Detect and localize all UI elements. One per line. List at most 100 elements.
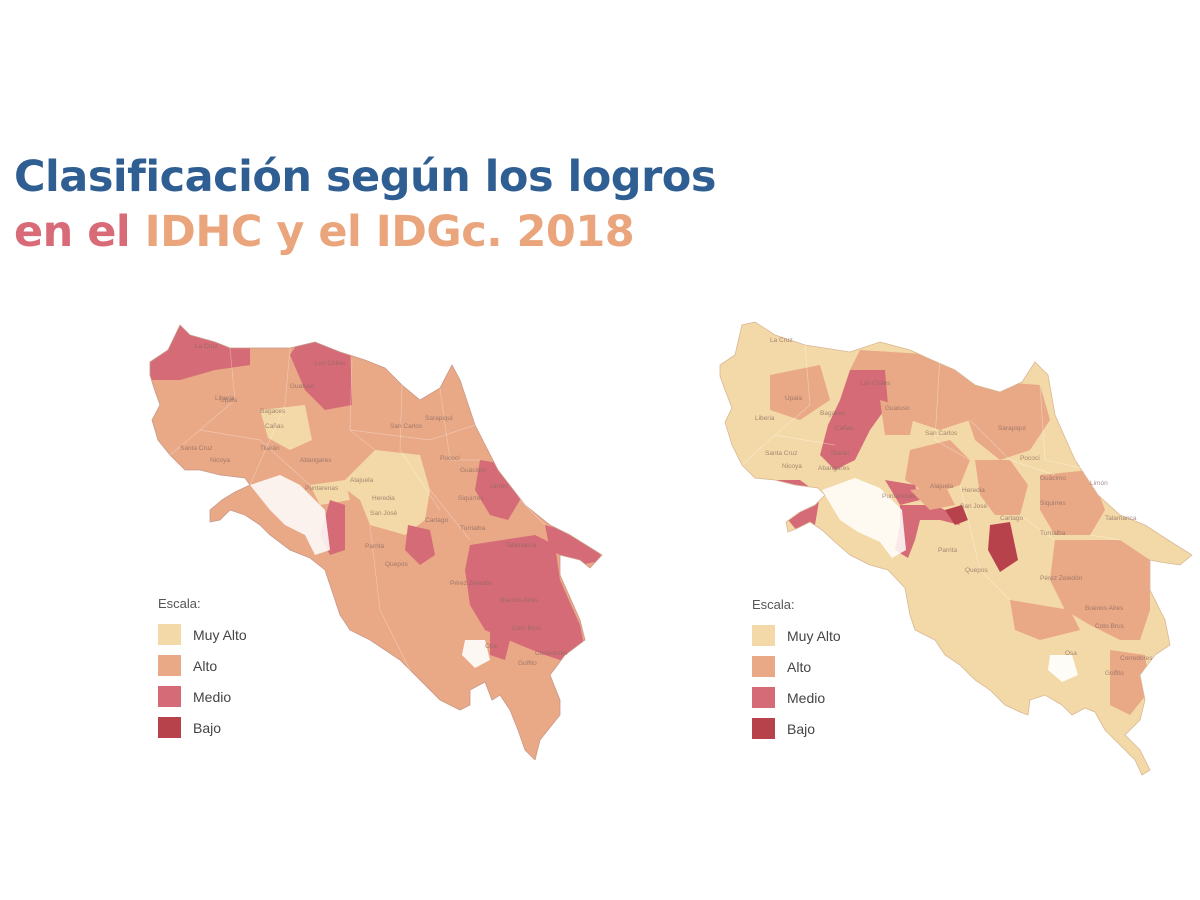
place-label: San José (370, 510, 397, 517)
legend-item-muy-alto: Muy Alto (752, 620, 841, 651)
legend-swatch (752, 625, 775, 646)
legend-item-alto: Alto (158, 650, 247, 681)
place-label: Liberia (755, 415, 775, 422)
legend-item-medio: Medio (752, 682, 841, 713)
place-label: Cañas (265, 423, 285, 430)
legend-title: Escala: (158, 596, 201, 611)
legend-item-medio: Medio (158, 681, 247, 712)
place-label: Guácimo (460, 467, 486, 474)
legend-label: Muy Alto (193, 626, 247, 643)
place-label: Abangares (818, 465, 850, 472)
place-label: La Cruz (195, 343, 218, 350)
place-label: Talamanca (505, 542, 537, 549)
place-label: Parrita (365, 543, 385, 550)
place-label: Pococí (1020, 455, 1040, 462)
place-label: Sarapiquí (425, 415, 453, 422)
region-la-cruz (810, 350, 850, 370)
canton-boundaries (741, 344, 1121, 601)
legend-swatch (752, 656, 775, 677)
place-label: Quepos (965, 567, 989, 574)
region-canas (820, 370, 888, 470)
place-label: Alajuela (930, 483, 954, 490)
region-golfito (490, 630, 510, 660)
region-corredores (1110, 650, 1150, 715)
idgc-map: La Cruz Upala Los Chiles Guatuso Cañas T… (719, 321, 1193, 776)
place-label: Cartago (1000, 515, 1024, 522)
region-canas (260, 405, 312, 450)
title-line-2-part-2: IDHC y el IDGc. 2018 (144, 207, 635, 257)
place-label: Los Chiles (315, 360, 346, 367)
map-right-labels: La Cruz Upala Los Chiles Guatuso Cañas T… (755, 337, 1153, 677)
legend-right: Escala: Muy Alto Alto Medio Bajo (752, 597, 841, 744)
region-guatuso (880, 400, 915, 435)
place-label: Heredia (372, 495, 395, 502)
region-puntarenas (895, 505, 960, 558)
place-label: San Carlos (390, 423, 423, 430)
place-label: Bagaces (260, 408, 286, 415)
place-label: Guatuso (885, 405, 910, 412)
place-label: Santa Cruz (180, 445, 213, 452)
place-label: Pococí (440, 455, 460, 462)
place-label: Turrialba (460, 525, 486, 532)
place-label: Cañas (835, 425, 855, 432)
legend-label: Alto (787, 658, 812, 675)
legend-label: Alto (193, 657, 218, 674)
legend-item-bajo: Bajo (752, 713, 841, 744)
canton-boundaries (169, 347, 546, 671)
place-label: Upala (785, 395, 802, 402)
legend-label: Bajo (787, 720, 816, 737)
place-label: Puntarenas (882, 493, 916, 500)
legend-label: Bajo (193, 719, 222, 736)
place-label: Pérez Zeledón (1040, 575, 1083, 582)
place-label: Cartago (425, 517, 449, 524)
place-label: San José (960, 503, 987, 510)
country-outline (719, 321, 1193, 776)
region-esparza (885, 480, 920, 505)
legend-swatch (158, 624, 181, 645)
place-label: Parrita (938, 547, 958, 554)
place-label: Corredores (1120, 655, 1153, 662)
place-label: Tilarán (260, 445, 280, 452)
region-alajuela (905, 440, 970, 495)
legend-swatch (752, 718, 775, 739)
place-label: Tilarán (830, 450, 850, 457)
place-label: Osa (1065, 650, 1077, 657)
region-sarapiqui (965, 380, 1050, 460)
place-label: Liberia (215, 395, 235, 402)
title-line-2-part-1: en el (14, 207, 131, 257)
place-label: Limón (490, 483, 508, 490)
golfo-dulce (462, 640, 490, 668)
place-label: Coto Brus (512, 625, 542, 632)
place-label: Siquirres (1040, 500, 1066, 507)
place-label: Siquirres (458, 495, 484, 502)
region-cartago (975, 460, 1028, 515)
place-label: Buenos Aires (500, 597, 539, 604)
page-title: Clasificación según los logros en el IDH… (14, 150, 716, 260)
place-label: Corredores (535, 650, 568, 657)
legend-swatch (158, 717, 181, 738)
place-label: Quepos (385, 561, 409, 568)
place-label: Golfito (518, 660, 537, 667)
golfo-dulce (1048, 655, 1078, 682)
place-label: Heredia (962, 487, 985, 494)
region-buenos-aires (1050, 540, 1150, 640)
map-left-labels: La Cruz Upala Los Chiles Guatuso Cañas T… (180, 343, 568, 667)
title-line-1: Clasificación según los logros (14, 152, 716, 202)
legend-label: Medio (193, 688, 232, 705)
place-label: Turrialba (1040, 530, 1066, 537)
title-line-2: en el IDHC y el IDGc. 2018 (14, 205, 716, 260)
region-san-mateo (945, 505, 968, 525)
place-label: Golfito (1105, 670, 1124, 677)
place-label: San Carlos (925, 430, 958, 437)
gulf-of-nicoya (822, 478, 906, 558)
region-parrita (988, 522, 1018, 572)
gulf-of-nicoya (250, 475, 330, 555)
place-label: La Cruz (770, 337, 793, 344)
place-label: Abangares (300, 457, 332, 464)
place-label: Limón (1090, 480, 1108, 487)
region-buenos-aires (465, 535, 585, 660)
idhc-map: La Cruz Upala Los Chiles Guatuso Cañas T… (149, 324, 603, 760)
region-central-valley (340, 450, 430, 535)
legend-swatch (158, 655, 181, 676)
legend-left: Escala: Muy Alto Alto Medio Bajo (158, 596, 247, 743)
